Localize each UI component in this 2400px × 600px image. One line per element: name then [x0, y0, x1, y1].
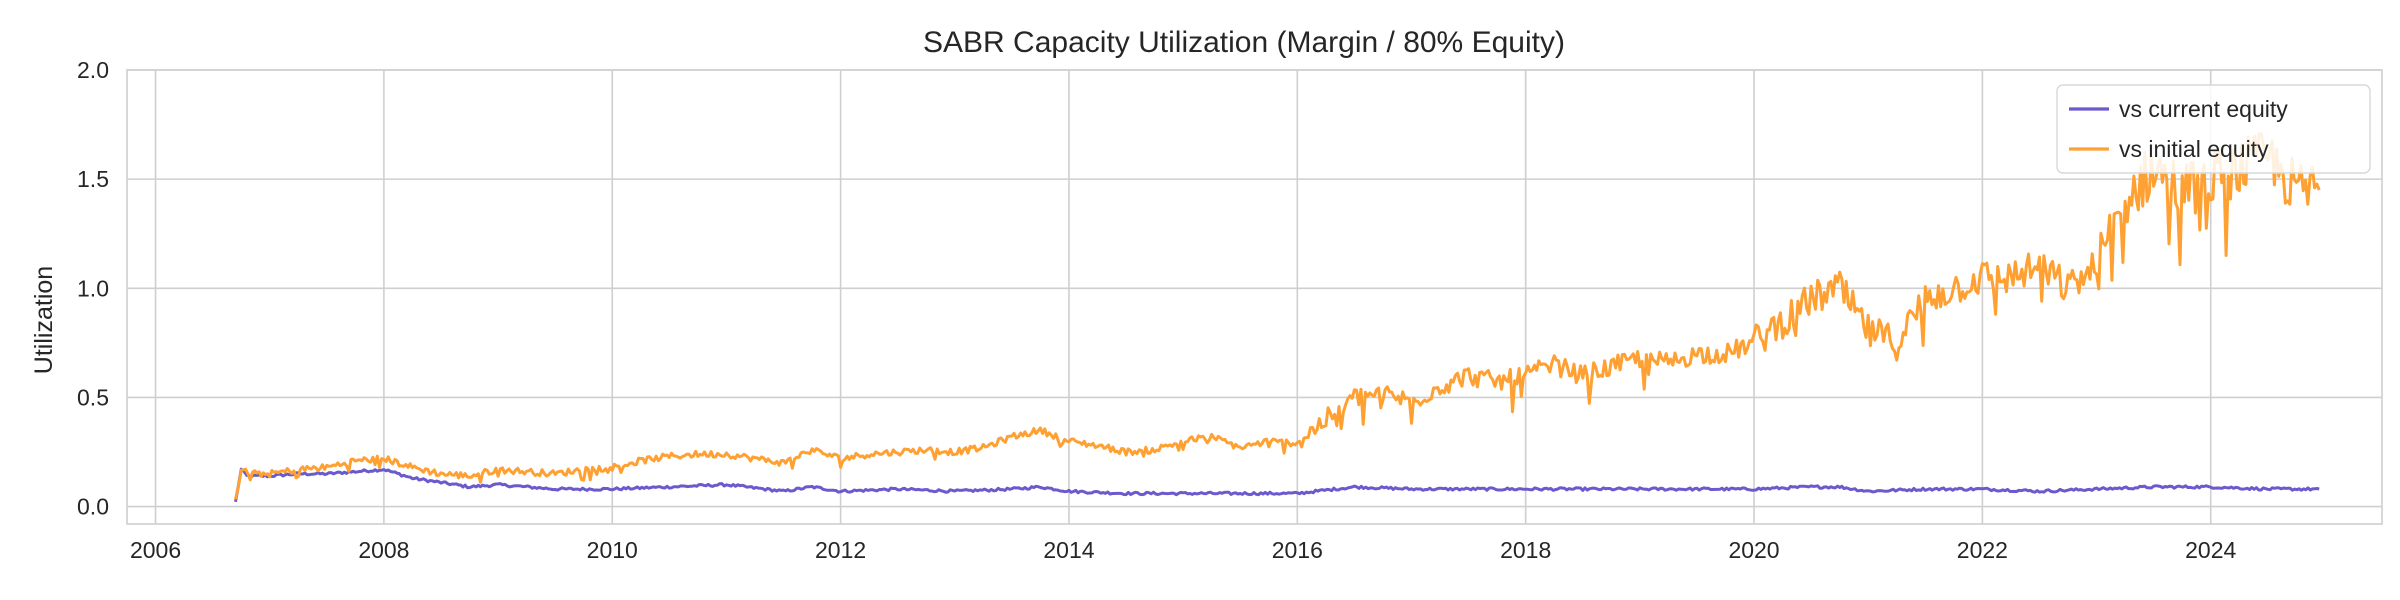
y-tick-label: 0.5 [77, 384, 109, 410]
legend-label: vs current equity [2119, 96, 2288, 122]
axes-frame [126, 69, 2383, 525]
chart-title: SABR Capacity Utilization (Margin / 80% … [923, 26, 1565, 59]
y-tick-label: 1.0 [77, 275, 109, 301]
legend-box [2056, 84, 2371, 174]
series-line-vs-current-equity [234, 467, 2320, 503]
legend-label: vs initial equity [2119, 136, 2269, 162]
x-tick-label: 2006 [130, 537, 181, 563]
x-tick-label: 2012 [815, 537, 866, 563]
series-lines [234, 131, 2321, 503]
x-tick-label: 2014 [1043, 537, 1094, 563]
legend: vs current equity vs initial equity [2056, 84, 2371, 174]
x-tick-label: 2024 [2185, 537, 2236, 563]
tick-labels: 2006 2008 2010 2012 2014 2016 2018 2020 2022 2024… [77, 57, 2237, 563]
x-tick-label: 2022 [1957, 537, 2008, 563]
y-tick-label: 0.0 [77, 494, 109, 520]
x-tick-label: 2018 [1500, 537, 1551, 563]
y-axis-label: Utilization [30, 266, 58, 374]
series-line-vs-initial-equity [234, 131, 2321, 500]
x-tick-label: 2010 [587, 537, 638, 563]
y-tick-label: 1.5 [77, 166, 109, 192]
x-tick-label: 2008 [358, 537, 409, 563]
y-tick-label: 2.0 [77, 57, 109, 83]
x-tick-label: 2020 [1728, 537, 1779, 563]
plot-frame [126, 69, 2383, 525]
x-tick-label: 2016 [1272, 537, 1323, 563]
